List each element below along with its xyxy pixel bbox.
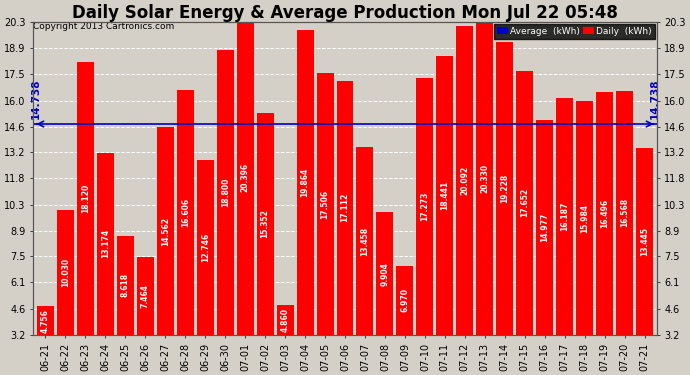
Text: 17.506: 17.506 [321,190,330,219]
Bar [357,147,373,375]
Text: Copyright 2013 Cartronics.com: Copyright 2013 Cartronics.com [33,22,175,32]
Text: 16.496: 16.496 [600,199,609,228]
Text: 13.174: 13.174 [101,229,110,258]
Bar [37,306,54,375]
Bar [257,113,274,375]
Text: 4.756: 4.756 [41,309,50,333]
Bar [397,266,413,375]
Text: 20.092: 20.092 [460,166,469,195]
Bar [177,90,194,375]
Text: 16.568: 16.568 [620,198,629,227]
Bar [456,26,473,375]
Text: 19.228: 19.228 [500,174,509,203]
Title: Daily Solar Energy & Average Production Mon Jul 22 05:48: Daily Solar Energy & Average Production … [72,4,618,22]
Text: 20.396: 20.396 [241,163,250,192]
Bar [317,74,333,375]
Text: 18.120: 18.120 [81,184,90,213]
Text: 16.606: 16.606 [181,198,190,227]
Bar [556,98,573,375]
Text: 10.030: 10.030 [61,258,70,287]
Bar [117,236,134,375]
Text: 14.738: 14.738 [649,78,660,118]
Bar [596,92,613,375]
Bar [516,71,533,375]
Bar [297,30,313,375]
Bar [576,101,593,375]
Bar [436,56,453,375]
Text: 14.977: 14.977 [540,213,549,242]
Bar [377,212,393,375]
Text: 6.970: 6.970 [400,288,409,312]
Text: 19.864: 19.864 [301,168,310,197]
Bar [77,62,94,375]
Bar [476,22,493,375]
Legend: Average  (kWh), Daily  (kWh): Average (kWh), Daily (kWh) [494,24,655,39]
Bar [277,304,293,375]
Bar [157,127,174,375]
Bar [616,90,633,375]
Bar [57,210,74,375]
Bar [496,42,513,375]
Bar [217,50,234,375]
Text: 17.652: 17.652 [520,188,529,218]
Text: 8.618: 8.618 [121,273,130,297]
Bar [337,81,353,375]
Text: 4.860: 4.860 [281,308,290,332]
Text: 14.562: 14.562 [161,217,170,246]
Text: 7.464: 7.464 [141,284,150,308]
Text: 17.112: 17.112 [340,193,350,222]
Text: 15.352: 15.352 [261,209,270,238]
Text: 12.746: 12.746 [201,233,210,262]
Text: 13.445: 13.445 [640,227,649,256]
Text: 20.330: 20.330 [480,164,489,193]
Bar [137,257,154,375]
Bar [97,153,114,375]
Bar [197,160,214,375]
Text: 17.273: 17.273 [420,192,429,221]
Bar [237,21,254,375]
Text: 18.441: 18.441 [440,181,449,210]
Bar [636,148,653,375]
Text: 15.984: 15.984 [580,204,589,232]
Text: 9.904: 9.904 [380,262,389,286]
Text: 16.187: 16.187 [560,201,569,231]
Bar [536,120,553,375]
Text: 18.800: 18.800 [221,178,230,207]
Text: 14.738: 14.738 [30,78,41,118]
Text: 13.458: 13.458 [360,226,369,256]
Bar [416,78,433,375]
